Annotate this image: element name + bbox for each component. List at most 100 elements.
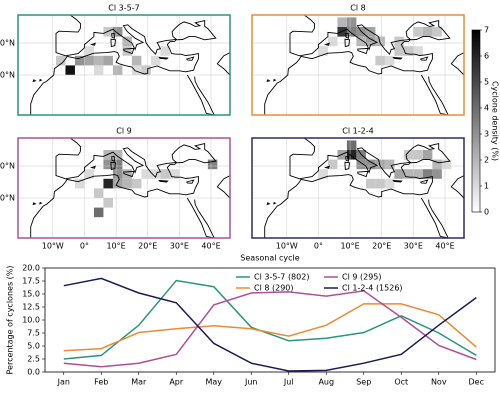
- y-tick-label: 5.0: [27, 342, 40, 351]
- density-cell: [93, 207, 104, 218]
- y-tick-label: 17.5: [22, 277, 40, 286]
- colorbar-tick-label: 4: [484, 104, 489, 113]
- density-cell: [384, 159, 395, 170]
- lon-tick-label: 40°E: [435, 242, 454, 251]
- x-tick-label: Sep: [356, 378, 371, 387]
- density-cell: [112, 159, 123, 170]
- density-cell: [103, 159, 113, 170]
- island: [420, 179, 429, 184]
- lon-tick-label: 30°E: [404, 242, 423, 251]
- map-content: [252, 15, 464, 115]
- y-tick-label: 10.0: [22, 316, 40, 325]
- density-cell: [141, 65, 151, 75]
- x-tick-label: Aug: [318, 378, 334, 387]
- map-panel: Cl 1-2-4 10°W 0° 10°E 20°E 30°E 40°E: [251, 127, 465, 251]
- lat-tick-label: 40°N: [0, 162, 15, 171]
- x-tick-label: Oct: [394, 378, 408, 387]
- lon-tick-label: 10°E: [340, 242, 359, 251]
- coastline: [264, 15, 451, 115]
- colorbar-tick-label: 2: [484, 156, 489, 165]
- island: [32, 79, 37, 83]
- island: [392, 56, 403, 60]
- density-cell: [384, 178, 395, 189]
- density-cell: [337, 27, 347, 37]
- lat-tick-label: 40°N: [0, 39, 15, 48]
- density-cell: [74, 55, 85, 66]
- colorbar-tick-label: 7: [484, 26, 489, 35]
- coastline: [420, 197, 449, 238]
- series-line: [63, 279, 477, 360]
- coastline: [30, 15, 217, 115]
- y-tick-label: 12.5: [22, 303, 40, 312]
- island: [345, 155, 349, 162]
- island: [324, 165, 330, 169]
- density-cell: [131, 55, 142, 66]
- density-cell: [318, 169, 328, 179]
- colorbar: [471, 29, 481, 213]
- island: [186, 179, 195, 184]
- colorbar-tick-label: 1: [484, 182, 489, 191]
- density-cell: [112, 169, 123, 179]
- density-cell: [112, 150, 123, 160]
- density-cell: [112, 27, 123, 37]
- density-cell: [160, 46, 170, 56]
- coastline: [264, 138, 451, 238]
- island: [90, 42, 96, 46]
- coastline: [216, 175, 230, 199]
- density-cell: [346, 27, 357, 37]
- density-cell: [422, 27, 433, 37]
- island: [186, 56, 195, 61]
- island: [273, 201, 277, 205]
- density-cell: [169, 169, 180, 179]
- x-tick-label: Jul: [283, 378, 294, 387]
- coastline: [186, 197, 215, 238]
- legend-label: Cl 8 (290): [254, 284, 294, 293]
- y-tick-label: 2.5: [27, 355, 40, 364]
- island: [123, 170, 135, 178]
- series-line: [63, 303, 477, 352]
- panel-frame: [17, 14, 231, 116]
- density-cell: [365, 159, 376, 170]
- chart-title: Seasonal cycle: [240, 254, 299, 263]
- x-tick-label: Dec: [469, 378, 484, 387]
- x-tick-label: Jan: [57, 378, 70, 387]
- island: [111, 32, 115, 39]
- density-cell: [432, 159, 442, 170]
- colorbar-tick-label: 0: [484, 208, 489, 217]
- density-cell: [365, 36, 376, 47]
- density-cell: [55, 55, 66, 66]
- density-cell: [122, 46, 132, 56]
- density-cell: [150, 55, 161, 66]
- density-cell: [403, 169, 414, 179]
- density-cell: [207, 159, 218, 170]
- coastline: [30, 138, 217, 238]
- island: [123, 47, 135, 55]
- island: [110, 161, 117, 171]
- y-tick-label: 0.0: [27, 368, 40, 377]
- density-cell: [413, 46, 423, 56]
- density-cell: [93, 188, 104, 198]
- lon-tick-label: 20°E: [138, 242, 157, 251]
- panel-frame: [17, 137, 231, 239]
- legend-label: Cl 1-2-4 (1526): [342, 284, 403, 293]
- density-cell: [422, 169, 433, 179]
- density-cell: [403, 46, 414, 56]
- island: [266, 79, 271, 83]
- lon-tick-label: 10°W: [42, 242, 64, 251]
- density-cell: [422, 150, 433, 160]
- y-axis-label: Percentage of cyclones (%): [6, 266, 15, 375]
- panel-frame: [251, 137, 465, 239]
- legend-label: Cl 9 (295): [342, 273, 382, 282]
- series-line: [63, 277, 477, 372]
- island: [111, 155, 115, 162]
- density-cell: [375, 55, 385, 66]
- island: [90, 165, 96, 169]
- lon-tick-label: 0°: [314, 242, 323, 251]
- island: [345, 32, 349, 39]
- coastline: [186, 74, 215, 115]
- density-cell: [441, 159, 452, 170]
- island: [324, 42, 330, 46]
- density-cell: [413, 27, 423, 37]
- legend-label: Cl 3-5-7 (802): [254, 273, 309, 282]
